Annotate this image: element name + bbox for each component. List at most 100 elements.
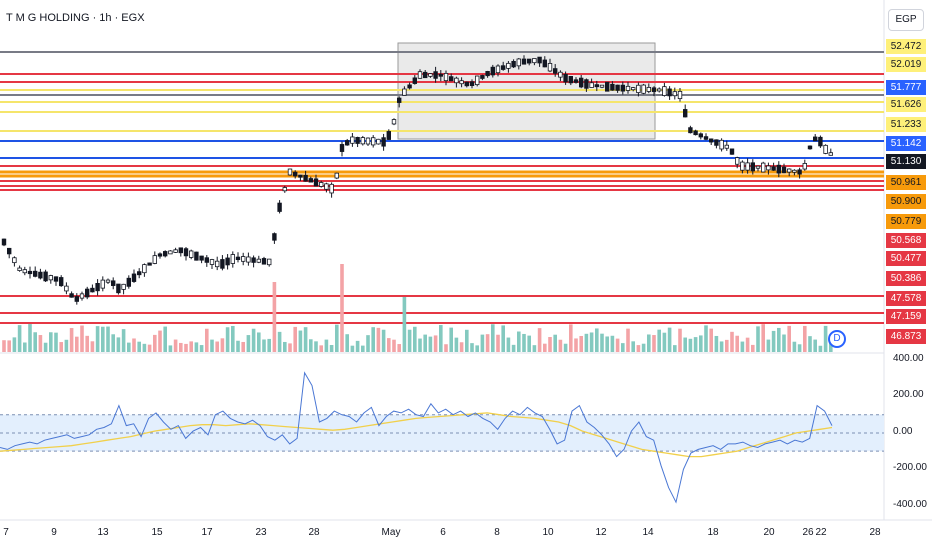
candle-body — [365, 137, 371, 145]
volume-bar — [59, 342, 63, 352]
candle-body — [516, 58, 521, 67]
date-label: 13 — [97, 527, 109, 538]
volume-bar — [517, 331, 521, 352]
volume-bar — [397, 344, 401, 352]
volume-bar — [543, 343, 547, 352]
candle-body — [761, 162, 766, 173]
candle-body — [43, 271, 48, 282]
candle-body — [610, 83, 615, 91]
candle-body — [407, 84, 412, 89]
candle-body — [209, 259, 215, 265]
candle-body — [126, 277, 131, 287]
volume-bar — [303, 327, 308, 352]
candle-body — [709, 138, 714, 143]
candle-body — [121, 283, 126, 290]
price-label: 52.019 — [886, 57, 926, 72]
symbol-title[interactable]: T M G HOLDING · 1h · EGX — [6, 12, 145, 24]
candle-body — [485, 71, 490, 77]
volume-bar — [558, 339, 563, 352]
currency-button[interactable]: EGP — [888, 9, 924, 31]
candle-body — [547, 63, 553, 72]
volume-bar — [17, 325, 22, 352]
volume-bar — [85, 335, 89, 352]
candle-body — [350, 136, 355, 144]
dividend-marker[interactable]: D — [828, 330, 846, 348]
volume-bar — [38, 335, 43, 352]
volume-bar — [54, 332, 58, 352]
candle-body — [438, 73, 443, 77]
candle-body — [204, 257, 209, 263]
date-label: 28 — [869, 527, 881, 538]
volume-bar — [485, 334, 490, 352]
candle-body — [688, 127, 693, 134]
candle-body — [459, 80, 464, 85]
osc-axis-label: 0.00 — [893, 425, 913, 437]
osc-axis-label: -200.00 — [893, 462, 927, 474]
price-label: 51.233 — [886, 117, 926, 132]
candle-body — [766, 165, 771, 171]
volume-bar — [90, 341, 95, 352]
candle-body — [53, 276, 59, 282]
candle-body — [781, 166, 787, 174]
volume-bar — [465, 329, 469, 352]
candle-body — [313, 178, 319, 187]
volume-bar — [428, 336, 433, 352]
volume-bar — [163, 326, 167, 352]
candle-body — [605, 81, 610, 92]
price-label: 51.626 — [886, 97, 926, 112]
volume-bar — [470, 343, 474, 352]
volume-bar — [574, 338, 578, 352]
candle-body — [95, 283, 100, 292]
candle-body — [162, 251, 168, 257]
date-label: 9 — [51, 527, 57, 538]
candle-body — [381, 137, 386, 147]
candle-body — [74, 296, 79, 302]
volume-bar — [766, 339, 771, 352]
volume-bar — [745, 337, 750, 352]
candle-body — [105, 279, 111, 283]
volume-bar — [215, 341, 219, 352]
candle-body — [261, 258, 267, 265]
candle-body — [433, 71, 438, 79]
candle-body — [17, 267, 22, 271]
candle-body — [594, 84, 599, 88]
price-label: 51.130 — [886, 154, 926, 169]
candle-body — [474, 75, 480, 86]
osc-signal-line — [0, 412, 833, 458]
candle-body — [724, 144, 729, 149]
candle-body — [698, 133, 703, 138]
date-label: May — [381, 527, 401, 538]
volume-bar — [376, 327, 381, 352]
candle-body — [7, 247, 12, 255]
candle-body — [27, 270, 33, 275]
volume-bar — [340, 264, 344, 352]
candle-body — [282, 187, 287, 192]
candle-body — [527, 58, 532, 64]
candle-body — [116, 283, 121, 294]
volume-bar — [7, 340, 11, 352]
osc-axis-label: 200.00 — [893, 389, 924, 401]
volume-bar — [813, 339, 817, 352]
osc-axis-label: 400.00 — [893, 353, 924, 364]
volume-bar — [335, 324, 339, 352]
volume-bar — [792, 341, 797, 352]
candle-body — [500, 65, 506, 70]
candle-body — [131, 273, 137, 282]
candle-body — [298, 174, 303, 178]
candle-body — [469, 81, 475, 86]
volume-bar — [709, 328, 713, 352]
candle-body — [38, 271, 43, 279]
volume-bar — [615, 338, 620, 352]
volume-bar — [433, 335, 438, 352]
volume-bar — [137, 341, 141, 352]
volume-bar — [267, 338, 271, 352]
candle-body — [48, 275, 53, 281]
candle-body — [506, 62, 511, 69]
volume-bar — [158, 330, 162, 352]
price-label: 50.568 — [886, 233, 926, 248]
candle-body — [454, 77, 459, 84]
candle-body — [235, 256, 241, 261]
candle-body — [667, 88, 672, 97]
candle-body — [199, 255, 204, 261]
